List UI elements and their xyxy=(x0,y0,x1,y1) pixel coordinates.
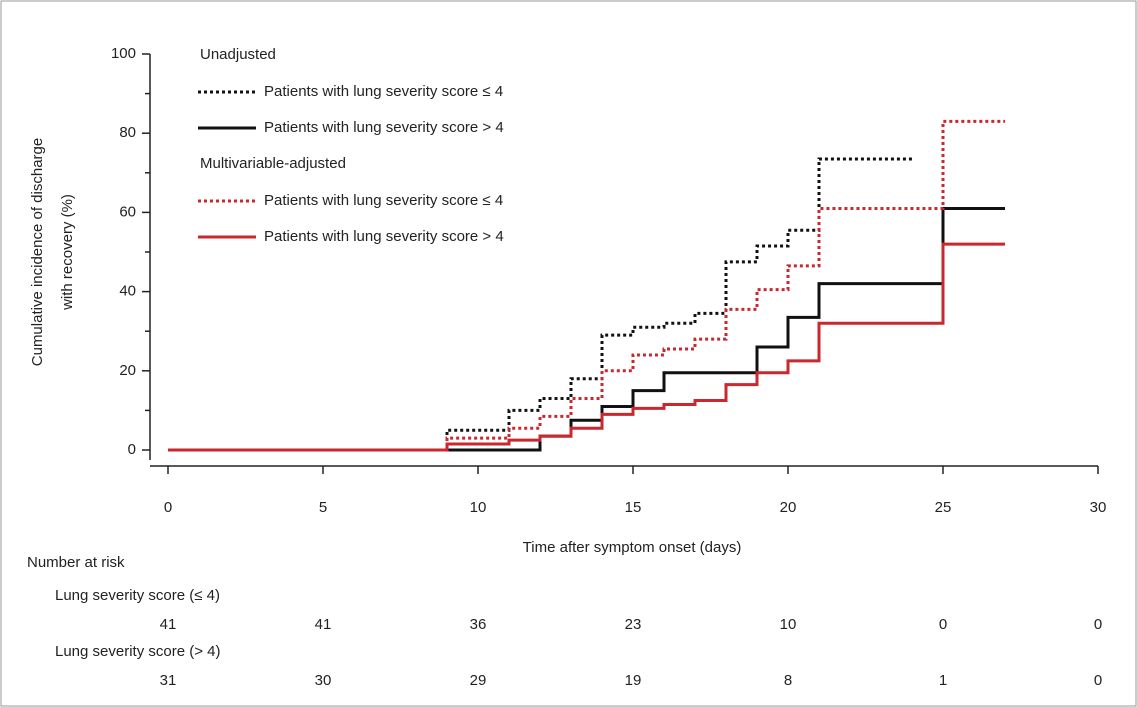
legend-group-title: Multivariable-adjusted xyxy=(200,155,346,172)
y-tick-label: 80 xyxy=(119,124,136,141)
legend-group-title: Unadjusted xyxy=(200,46,276,63)
risk-value: 23 xyxy=(625,616,642,633)
legend-label: Patients with lung severity score > 4 xyxy=(264,228,504,245)
risk-value: 19 xyxy=(625,672,642,689)
y-tick-label: 20 xyxy=(119,362,136,379)
risk-value: 0 xyxy=(1094,672,1102,689)
y-axis-label: Cumulative incidence of discharge xyxy=(29,138,46,366)
risk-value: 0 xyxy=(1094,616,1102,633)
risk-value: 41 xyxy=(160,616,177,633)
risk-value: 31 xyxy=(160,672,177,689)
x-tick-label: 20 xyxy=(780,499,797,516)
legend-label: Patients with lung severity score ≤ 4 xyxy=(264,83,503,100)
x-tick-label: 30 xyxy=(1090,499,1107,516)
x-tick-label: 25 xyxy=(935,499,952,516)
y-tick-label: 0 xyxy=(128,441,136,458)
risk-value: 1 xyxy=(939,672,947,689)
step-line xyxy=(168,157,912,452)
y-tick-label: 100 xyxy=(111,45,136,62)
legend-label: Patients with lung severity score > 4 xyxy=(264,119,504,136)
x-tick-label: 0 xyxy=(164,499,172,516)
x-tick-label: 5 xyxy=(319,499,327,516)
risk-row-label: Lung severity score (> 4) xyxy=(55,643,221,660)
y-tick-label: 60 xyxy=(119,203,136,220)
step-line xyxy=(168,242,1005,452)
risk-value: 10 xyxy=(780,616,797,633)
step-line xyxy=(168,119,1005,452)
risk-value: 0 xyxy=(939,616,947,633)
x-axis-label: Time after symptom onset (days) xyxy=(523,539,742,556)
risk-value: 8 xyxy=(784,672,792,689)
risk-value: 30 xyxy=(315,672,332,689)
risk-value: 29 xyxy=(470,672,487,689)
x-tick-label: 10 xyxy=(470,499,487,516)
risk-value: 36 xyxy=(470,616,487,633)
risk-value: 41 xyxy=(315,616,332,633)
risk-table-title: Number at risk xyxy=(27,554,125,571)
legend-label: Patients with lung severity score ≤ 4 xyxy=(264,192,503,209)
x-tick-label: 15 xyxy=(625,499,642,516)
y-axis-label: with recovery (%) xyxy=(59,194,76,311)
risk-row-label: Lung severity score (≤ 4) xyxy=(55,587,220,604)
y-tick-label: 40 xyxy=(119,283,136,300)
